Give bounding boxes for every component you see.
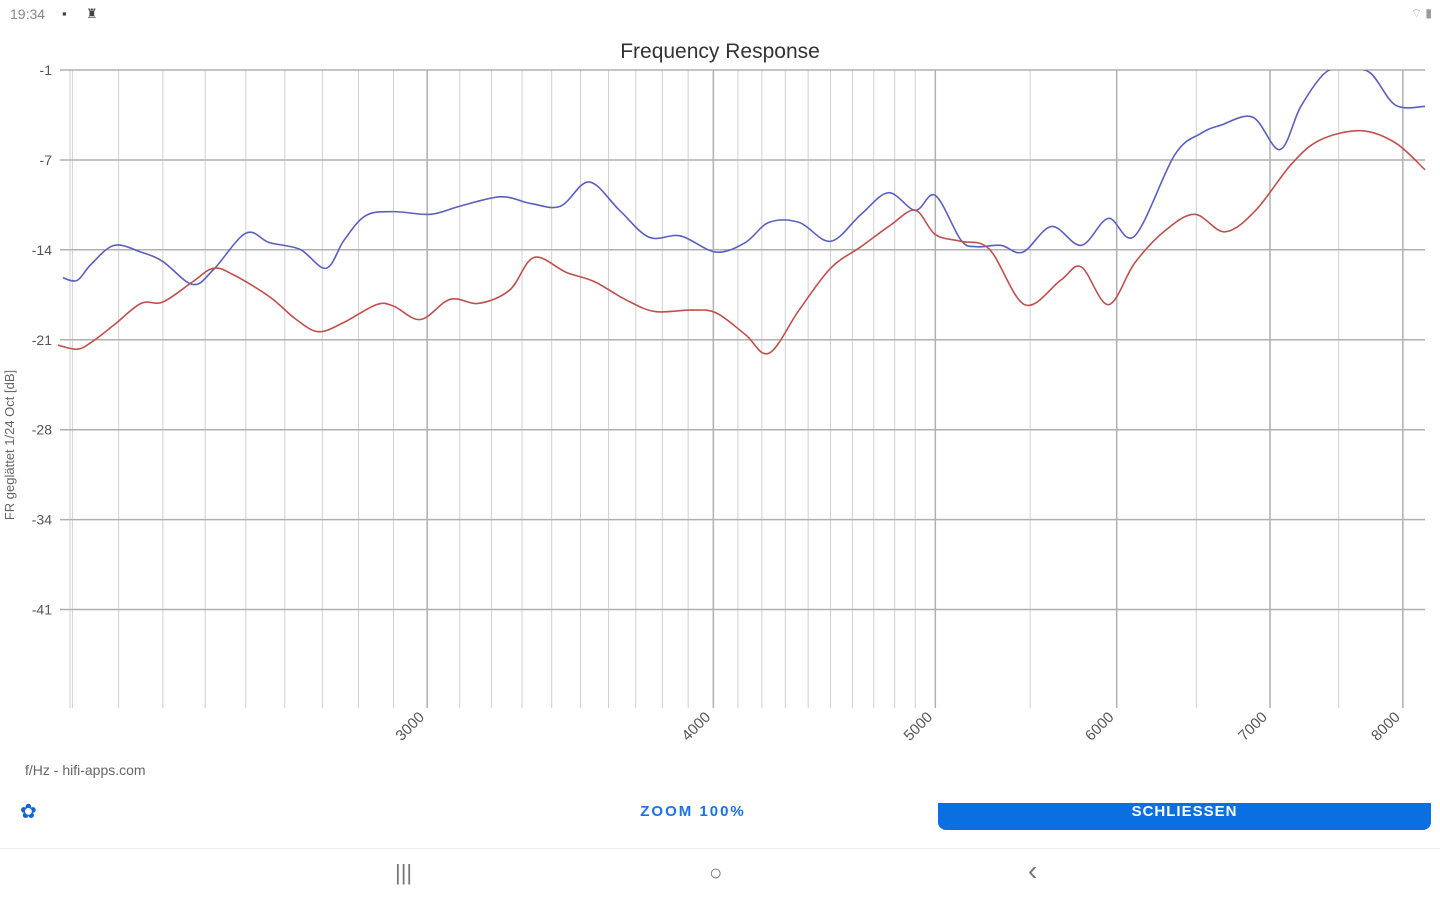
zoom-button[interactable]: ZOOM 100% (640, 803, 746, 820)
status-bar: 19:34 ▪ ♜ ⌔ ▮ (0, 0, 1440, 28)
y-tick-label: -14 (32, 242, 52, 258)
close-button[interactable]: SCHLIESSEN (938, 803, 1431, 830)
series-group (57, 70, 1426, 355)
x-tick-label: 5000 (901, 709, 937, 745)
y-tick-label: -41 (32, 602, 52, 618)
gear-icon[interactable]: ✿ (20, 801, 37, 823)
wifi-battery-icon: ⌔ ▮ (1410, 6, 1432, 20)
series-line-red (57, 129, 1426, 355)
status-time: 19:34 (10, 6, 46, 22)
y-tick-label: -21 (32, 332, 52, 348)
x-tick-label: 7000 (1235, 709, 1271, 745)
divider (0, 848, 1440, 849)
y-tick-label: -7 (40, 152, 53, 168)
x-tick-label: 8000 (1368, 709, 1404, 745)
recents-button[interactable]: ||| (395, 860, 413, 885)
x-tick-label: 6000 (1082, 709, 1118, 745)
usb-debug-icon: ♜ (86, 6, 98, 21)
x-tick-label: 4000 (679, 709, 715, 745)
back-button[interactable]: ‹ (1028, 855, 1038, 886)
y-axis-ticks: -1 -7 -14 -21 -28 -34 -41 (32, 62, 52, 618)
y-tick-label: -28 (32, 422, 52, 438)
x-axis-label-footer: f/Hz - hifi-apps.com (25, 762, 146, 778)
y-tick-label: -1 (40, 62, 53, 78)
y-tick-label: -34 (32, 512, 52, 528)
home-button[interactable]: ○ (709, 860, 723, 885)
x-axis-ticks: 3000 4000 5000 6000 7000 8000 (392, 709, 1403, 745)
sd-card-icon: ▪ (62, 6, 67, 21)
chart-title: Frequency Response (620, 40, 820, 63)
x-tick-label: 3000 (392, 709, 428, 745)
y-axis-label: FR geglättet 1/24 Oct [dB] (2, 370, 17, 520)
grid (60, 69, 1425, 708)
frequency-response-chart: Frequency Response -1 -7 -14 -21 -28 -34 -41 3… (2, 40, 1426, 745)
series-line-blue (62, 70, 1426, 286)
